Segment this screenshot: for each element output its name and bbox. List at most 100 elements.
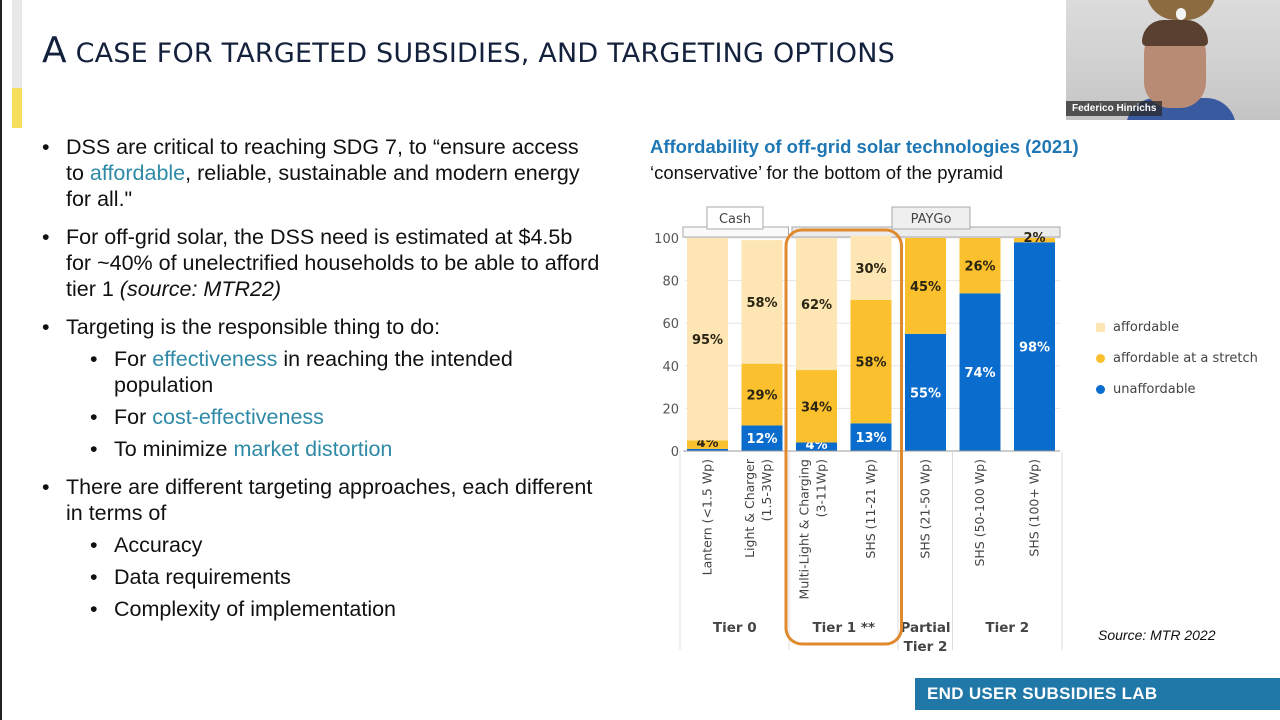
data-label: 74%: [964, 366, 995, 381]
bullet-targeting-responsible: Targeting is the responsible thing to do…: [40, 314, 600, 462]
tier1-highlight-box: [784, 228, 903, 646]
participant-hair: [1142, 20, 1208, 46]
bar-segment-affordable: [741, 240, 783, 364]
sub-bullet-list: For effectiveness in reaching the intend…: [66, 346, 600, 462]
bullet-list: DSS are critical to reaching SDG 7, to “…: [40, 134, 600, 634]
data-label: 26%: [964, 260, 995, 275]
tier-label: Tier 0: [713, 620, 757, 636]
slide-title-rest: CASE FOR TARGETED SUBSIDIES, AND TARGETI…: [75, 38, 895, 69]
y-tick-label: 100: [654, 232, 679, 247]
slide-title: A CASE FOR TARGETED SUBSIDIES, AND TARGE…: [42, 30, 895, 71]
payment-group-label-box: [891, 206, 971, 230]
legend-item-affordable: affordable: [1096, 312, 1258, 343]
bar-segment-affordable-at-a-stretch: [1014, 238, 1055, 243]
y-tick-label: 0: [671, 445, 679, 460]
sub-bullet-effectiveness: For effectiveness in reaching the intend…: [40, 346, 600, 398]
chart-title: Affordability of off-grid solar technolo…: [650, 136, 1079, 157]
tier-label: Tier 1 **: [812, 620, 875, 636]
sub-bullet-text: Data requirements: [114, 565, 291, 589]
bar-segment-unaffordable: [1014, 242, 1055, 451]
left-frame-border: [0, 0, 2, 720]
sub-bullet-text: in reaching the intended population: [114, 347, 513, 397]
category-label: Multi-Light & Charging: [797, 459, 812, 599]
bar-segment-unaffordable: [905, 333, 946, 451]
sub-bullet-text: For: [114, 347, 153, 371]
legend-swatch-icon: [1096, 354, 1105, 363]
category-label: (1.5-3Wp): [759, 459, 774, 521]
data-label: 95%: [692, 333, 723, 348]
category-label: SHS (21-50 Wp): [918, 459, 933, 559]
legend-item-affordable-at-a-stretch: affordable at a stretch: [1096, 343, 1258, 374]
sub-bullet-accuracy: Accuracy: [40, 532, 600, 558]
category-label: SHS (100+ Wp): [1027, 459, 1042, 557]
sub-bullet-market-distortion: To minimize market distortion: [40, 436, 600, 462]
bar-segment-affordable-at-a-stretch: [687, 440, 728, 449]
legend-label: affordable: [1113, 320, 1180, 335]
webcam-thumbnail[interactable]: Federico Hinrichs: [1066, 0, 1280, 120]
y-tick-label: 20: [662, 402, 679, 417]
category-label: Light & Charger: [742, 458, 757, 558]
bullet-targeting-approaches: There are different targeting approaches…: [40, 474, 600, 622]
bullet-text: DSS are critical to reaching SDG 7, to “…: [66, 135, 579, 185]
payment-group-label-paygo: PAYGo: [911, 212, 952, 227]
bullet-text: There are different targeting approaches…: [66, 475, 593, 525]
bar-segment-affordable-at-a-stretch: [796, 370, 837, 443]
bar-segment-unaffordable: [796, 442, 837, 451]
light-bulb: [1176, 8, 1186, 20]
y-tick-label: 60: [662, 317, 679, 332]
y-tick-label: 40: [662, 360, 679, 375]
bullet-sdg7: DSS are critical to reaching SDG 7, to “…: [40, 134, 600, 212]
data-label: 58%: [746, 296, 777, 311]
legend-swatch-icon: [1096, 385, 1105, 394]
highlight-market-distortion: market distortion: [233, 437, 393, 461]
y-tick-label: 80: [662, 275, 679, 290]
sub-bullet-complexity: Complexity of implementation: [40, 596, 600, 622]
bullet-text: For off-grid solar, the DSS need is esti…: [66, 225, 600, 301]
slide-title-initial: A: [42, 30, 67, 71]
sub-bullet-cost-effectiveness: For cost-effectiveness: [40, 404, 600, 430]
data-label: 29%: [746, 389, 777, 404]
bar-segment-affordable: [796, 238, 837, 371]
bar-segment-affordable-at-a-stretch: [850, 299, 892, 424]
accent-bar-gray: [12, 0, 22, 88]
data-label: 58%: [855, 356, 886, 371]
source-note: Source: MTR 2022: [1098, 627, 1216, 643]
category-label: Lantern (<1.5 Wp): [700, 459, 715, 575]
category-label: SHS (11-21 Wp): [863, 459, 878, 559]
sub-bullet-text: Complexity of implementation: [114, 597, 397, 621]
sub-bullet-list: Accuracy Data requirements Complexity of…: [66, 532, 600, 622]
tier-label: Tier 2: [985, 620, 1029, 636]
legend-label: unaffordable: [1113, 382, 1196, 397]
bullet-text: Targeting is the responsible thing to do…: [66, 315, 441, 339]
chart-subtitle: ‘conservative’ for the bottom of the pyr…: [650, 162, 1004, 183]
sub-bullet-text: For: [114, 405, 153, 429]
legend-label: affordable at a stretch: [1113, 351, 1258, 366]
highlight-affordable: affordable: [89, 161, 186, 185]
data-label: 45%: [910, 280, 941, 295]
bar-segment-affordable-at-a-stretch: [959, 238, 1001, 294]
bar-segment-unaffordable: [687, 448, 728, 451]
legend-swatch-icon: [1096, 323, 1105, 332]
bar-segment-affordable: [850, 235, 892, 300]
tier-label: Partial: [900, 620, 950, 636]
sub-bullet-data-requirements: Data requirements: [40, 564, 600, 590]
bar-segment-affordable-at-a-stretch: [741, 363, 783, 426]
highlight-cost-effectiveness: cost-effectiveness: [152, 405, 324, 429]
chart-legend: affordable affordable at a stretch unaffor…: [1096, 312, 1258, 405]
participant-name-label: Federico Hinrichs: [1066, 101, 1163, 116]
source-citation: (source: MTR22): [119, 277, 282, 301]
bar-segment-unaffordable: [959, 293, 1001, 451]
tier-label: Tier 2: [904, 639, 948, 655]
data-label: 98%: [1019, 341, 1050, 356]
data-label: 2%: [1023, 231, 1045, 246]
sub-bullet-text: To minimize: [114, 437, 234, 461]
accent-bar-yellow: [12, 88, 22, 128]
payment-group-label-box: [706, 206, 764, 230]
sub-bullet-text: Accuracy: [114, 533, 203, 557]
payment-group-label-cash: Cash: [719, 212, 751, 227]
data-label: 13%: [855, 431, 886, 446]
bar-segment-unaffordable: [850, 423, 892, 451]
bar-segment-affordable: [687, 238, 728, 441]
bullet-text: , reliable, sustainable and modern energ…: [66, 161, 580, 211]
